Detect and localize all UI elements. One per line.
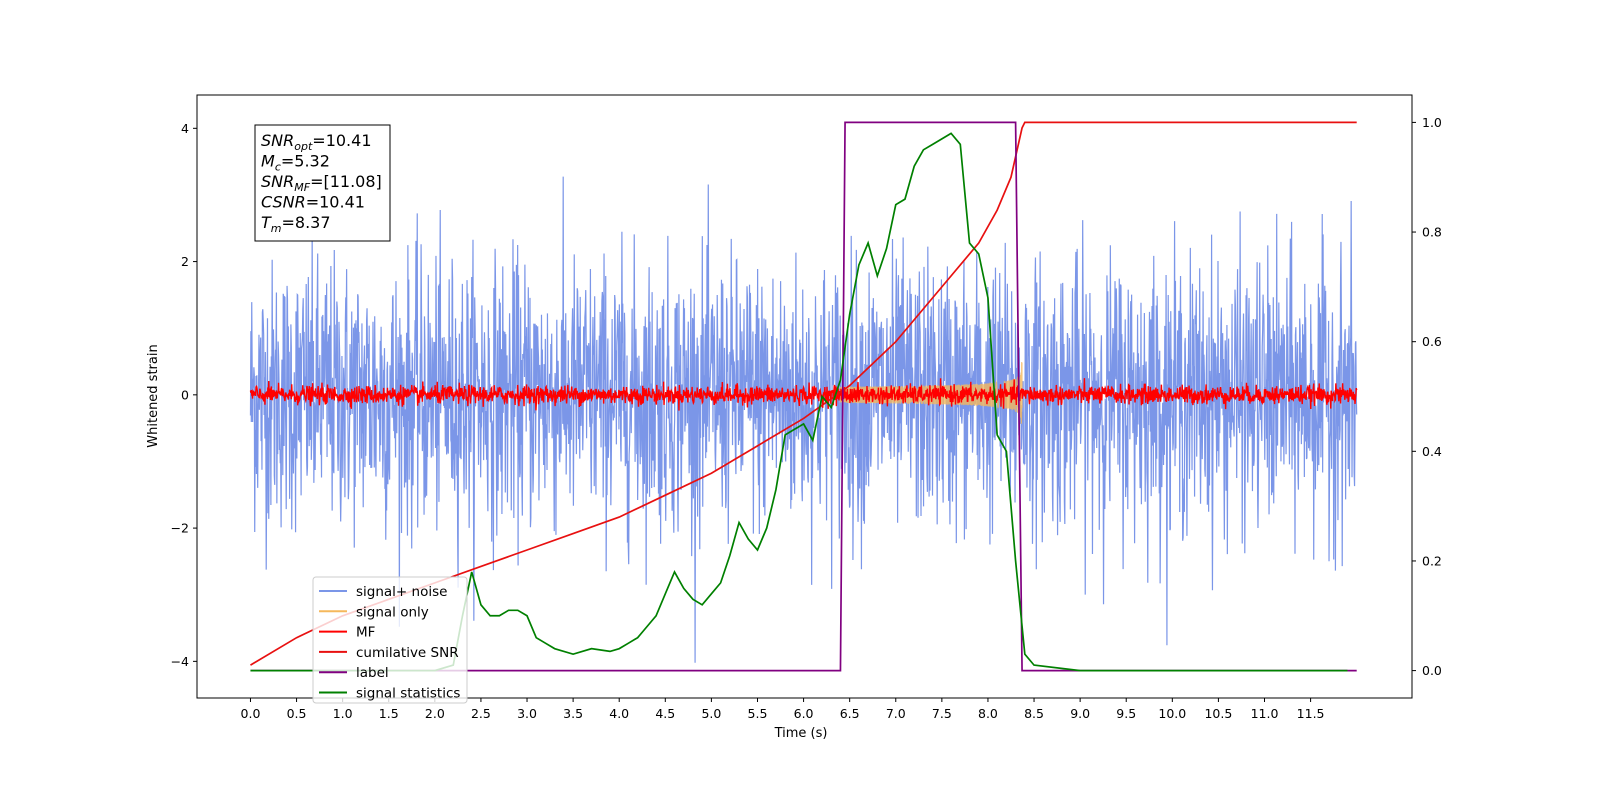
x-tick-label: 10.0 [1158,706,1186,721]
x-tick-label: 7.0 [886,706,906,721]
y2-tick-label: 0.4 [1422,444,1442,459]
y2-tick-label: 0.0 [1422,663,1442,678]
y-axis-label: Whitened strain [146,344,161,447]
x-tick-label: 3.0 [517,706,537,721]
series-mf [249,378,1358,411]
legend: signal+ noise signal only MF cumilative SNR… [312,576,468,704]
y-axis-right: 0.0 0.2 0.4 0.6 0.8 1.0 [1412,115,1442,678]
info-line: SNRopt=10.41 [261,131,372,153]
info-line: Tm=8.37 [261,213,331,235]
info-box-frame [254,124,391,242]
info-line: SNRMF=[11.08] [261,172,382,194]
x-tick-label: 2.5 [471,706,491,721]
x-tick-label: 0.0 [241,706,261,721]
x-tick-label: 0.5 [287,706,307,721]
legend-label: signal+ noise [356,584,447,600]
x-tick-label: 7.5 [932,706,952,721]
legend-label: label [356,665,389,681]
legend-frame [312,576,468,704]
y2-tick-label: 0.8 [1422,225,1442,240]
y2-tick-label: 0.2 [1422,553,1442,568]
y-tick-label: −4 [171,654,189,669]
x-axis: 0.0 0.5 1.0 1.5 2.0 2.5 3.0 3.5 4.0 4.5 5.0 5.5 6.0 6… [241,698,1325,721]
legend-label: signal only [356,604,429,620]
x-axis-label: Time (s) [774,726,828,741]
legend-label: cumilative SNR [356,645,459,661]
info-box: SNRopt=10.41Mc=5.32SNRMF=[11.08]CSNR=10.… [254,124,391,242]
x-tick-label: 3.5 [563,706,583,721]
info-line: CSNR=10.41 [261,193,365,212]
x-tick-label: 5.5 [748,706,768,721]
y-axis-left: −4 −2 0 2 4 [171,121,197,669]
x-tick-label: 4.0 [609,706,629,721]
y-tick-label: 2 [181,254,189,269]
x-tick-label: 1.0 [333,706,353,721]
y-tick-label: 0 [181,387,189,402]
series-signal-noise [249,176,1358,663]
series-signal-statistics [250,132,1348,672]
y-tick-label: −2 [171,521,189,536]
x-tick-label: 4.5 [655,706,675,721]
x-tick-label: 10.5 [1204,706,1232,721]
x-tick-label: 11.0 [1251,706,1279,721]
x-tick-label: 1.5 [379,706,399,721]
y2-tick-label: 0.6 [1422,334,1442,349]
x-tick-label: 9.5 [1116,706,1136,721]
x-tick-label: 6.0 [794,706,814,721]
x-tick-label: 8.0 [978,706,998,721]
y2-tick-label: 1.0 [1422,115,1442,130]
x-tick-label: 8.5 [1024,706,1044,721]
x-tick-label: 9.0 [1070,706,1090,721]
y-tick-label: 4 [181,121,189,136]
info-line: Mc=5.32 [261,152,330,174]
legend-label: signal statistics [356,686,460,702]
x-tick-label: 5.0 [701,706,721,721]
x-tick-label: 2.0 [425,706,445,721]
x-tick-label: 6.5 [840,706,860,721]
x-tick-label: 11.5 [1297,706,1325,721]
legend-label: MF [356,625,375,641]
axes-frame [196,94,1413,699]
